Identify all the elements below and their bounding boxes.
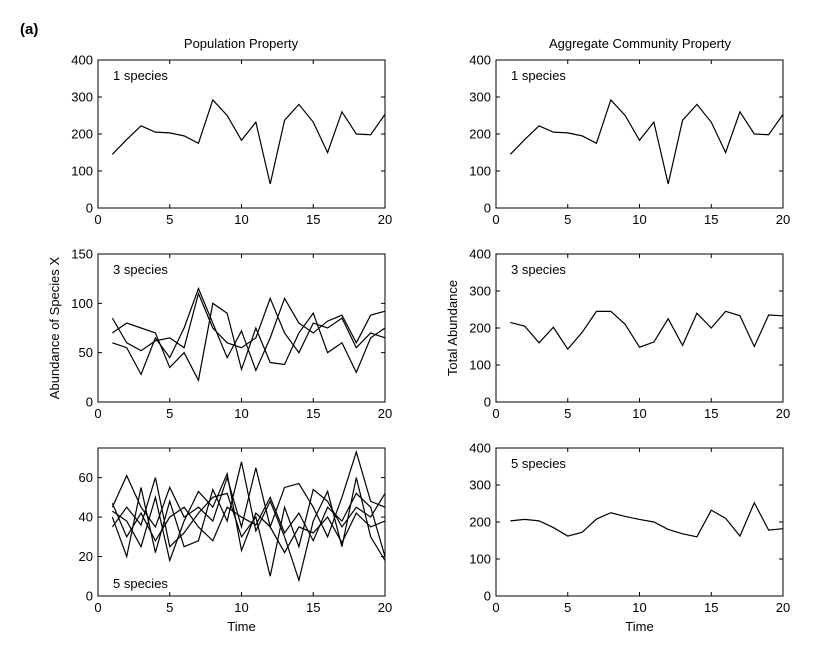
column-title-population: Population Property — [184, 36, 299, 51]
x-tick-label: 20 — [378, 600, 392, 615]
series-line-4 — [112, 471, 386, 563]
series-line-1 — [111, 98, 386, 185]
y-tick-label: 0 — [484, 395, 491, 410]
species-annotation: 5 species — [113, 576, 168, 591]
series-line-1 — [509, 98, 784, 185]
y-tick-label: 100 — [469, 358, 491, 373]
x-axis-label: Time — [227, 619, 255, 634]
y-axis-label: Total Abundance — [445, 280, 460, 376]
y-tick-label: 40 — [79, 510, 93, 525]
x-tick-label: 10 — [632, 212, 646, 227]
y-tick-label: 200 — [71, 127, 93, 142]
y-tick-label: 0 — [86, 201, 93, 216]
y-tick-label: 0 — [484, 201, 491, 216]
x-tick-label: 5 — [166, 212, 173, 227]
x-tick-label: 5 — [564, 600, 571, 615]
series-line-2 — [111, 477, 386, 577]
subplot-3: 0 5 10 15 20 0 50 100 150 3 species Abundance of S… — [47, 247, 392, 422]
column-title-aggregate: Aggregate Community Property — [549, 36, 732, 51]
x-tick-label: 5 — [166, 600, 173, 615]
plot-frame — [97, 447, 386, 597]
y-tick-label: 150 — [71, 247, 93, 262]
y-tick-label: 0 — [86, 589, 93, 604]
species-annotation: 1 species — [511, 68, 566, 83]
x-tick-label: 15 — [704, 406, 718, 421]
x-tick-label: 20 — [776, 406, 790, 421]
x-tick-label: 15 — [704, 600, 718, 615]
x-tick-label: 10 — [234, 600, 248, 615]
x-axis-label: Time — [625, 619, 653, 634]
x-tick-label: 15 — [704, 212, 718, 227]
x-tick-label: 10 — [632, 600, 646, 615]
x-tick-label: 5 — [564, 406, 571, 421]
y-tick-label: 50 — [79, 345, 93, 360]
y-tick-label: 0 — [484, 589, 491, 604]
y-tick-label: 60 — [79, 470, 93, 485]
series-line-1 — [510, 501, 784, 538]
y-tick-label: 200 — [469, 321, 491, 336]
x-tick-label: 5 — [166, 406, 173, 421]
y-axis-label: Abundance of Species X — [47, 256, 62, 399]
subplot-5: 0 5 10 15 20 0 20 40 60 5 species Time — [79, 447, 392, 634]
species-annotation: 3 species — [113, 262, 168, 277]
y-tick-label: 100 — [71, 164, 93, 179]
y-tick-label: 300 — [469, 90, 491, 105]
y-tick-label: 20 — [79, 549, 93, 564]
figure-panel-label: (a) — [20, 21, 38, 38]
series-line-3 — [112, 286, 386, 376]
y-tick-label: 300 — [469, 478, 491, 493]
x-tick-label: 20 — [776, 212, 790, 227]
x-tick-label: 20 — [378, 406, 392, 421]
x-tick-label: 0 — [492, 600, 499, 615]
y-tick-label: 400 — [469, 441, 491, 456]
x-tick-label: 5 — [564, 212, 571, 227]
y-tick-label: 200 — [469, 127, 491, 142]
y-tick-label: 300 — [469, 284, 491, 299]
x-tick-label: 0 — [94, 600, 101, 615]
y-tick-label: 100 — [469, 164, 491, 179]
y-tick-label: 200 — [469, 515, 491, 530]
x-tick-label: 10 — [234, 212, 248, 227]
y-tick-label: 400 — [469, 53, 491, 68]
x-tick-label: 20 — [776, 600, 790, 615]
x-tick-label: 20 — [378, 212, 392, 227]
x-tick-label: 0 — [492, 406, 499, 421]
series-line-1 — [510, 310, 784, 351]
y-tick-label: 300 — [71, 90, 93, 105]
x-tick-label: 10 — [234, 406, 248, 421]
y-tick-label: 100 — [469, 552, 491, 567]
species-annotation: 5 species — [511, 456, 566, 471]
species-annotation: 1 species — [113, 68, 168, 83]
x-tick-label: 0 — [94, 406, 101, 421]
x-tick-label: 10 — [632, 406, 646, 421]
y-tick-label: 400 — [71, 53, 93, 68]
species-annotation: 3 species — [511, 262, 566, 277]
y-tick-label: 100 — [71, 296, 93, 311]
x-tick-label: 15 — [306, 406, 320, 421]
x-tick-label: 15 — [306, 212, 320, 227]
series-line-5 — [111, 492, 386, 557]
series-line-2 — [112, 302, 386, 383]
x-tick-label: 0 — [94, 212, 101, 227]
x-tick-label: 0 — [492, 212, 499, 227]
y-tick-label: 400 — [469, 247, 491, 262]
x-tick-label: 15 — [306, 600, 320, 615]
y-tick-label: 0 — [86, 395, 93, 410]
